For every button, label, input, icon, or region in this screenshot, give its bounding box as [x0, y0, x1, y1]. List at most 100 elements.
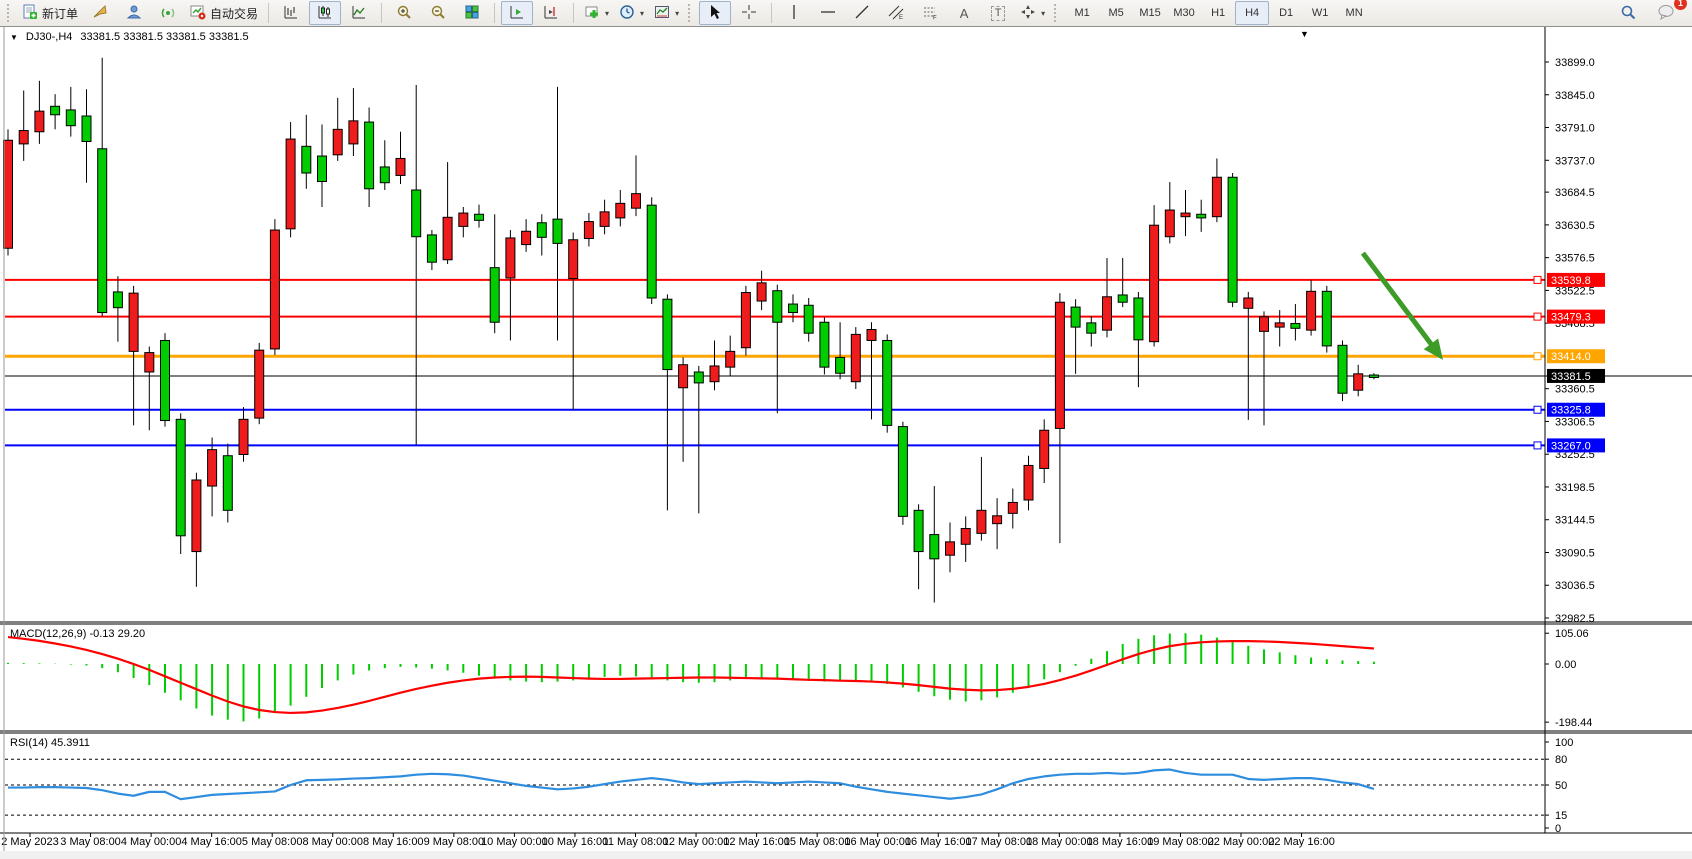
svg-text:33360.5: 33360.5: [1555, 384, 1595, 396]
svg-text:33090.5: 33090.5: [1555, 547, 1595, 559]
timeframe-button-m5[interactable]: M5: [1108, 7, 1124, 19]
auto-scroll-button[interactable]: [501, 1, 534, 25]
line-handle[interactable]: [1533, 352, 1542, 361]
time-label: 2 May 2023: [1, 836, 58, 848]
zoom-in-button[interactable]: [388, 1, 420, 25]
candle-bearish: [175, 418, 186, 537]
search-button[interactable]: [1612, 1, 1644, 25]
timeframe-button-h1[interactable]: H1: [1211, 7, 1226, 19]
chart-window[interactable]: ▼ DJ30-,H4 33381.5 33381.5 33381.5 33381…: [0, 27, 1692, 859]
current-price-tag: [1547, 368, 1605, 383]
tile-windows-button[interactable]: [456, 1, 488, 25]
svg-text:F: F: [933, 15, 937, 20]
timeframe-button-h4[interactable]: H4: [1235, 1, 1270, 25]
market-watch-button[interactable]: [118, 1, 150, 25]
vertical-line-tool-button[interactable]: [778, 1, 810, 25]
auto-trading-label: 自动交易: [210, 6, 259, 21]
annotation-arrow-head[interactable]: [1423, 338, 1443, 360]
svg-text:33306.5: 33306.5: [1555, 416, 1595, 428]
price-chart-canvas[interactable]: 33899.0 33845.0 33791.0 33737.0 33684.5 33630…: [0, 27, 1692, 859]
chart-shift-icon: [543, 4, 559, 23]
chart-shift-button[interactable]: [535, 1, 567, 25]
time-label: 17 May 08:00: [965, 836, 1032, 848]
candle-bullish: [191, 479, 202, 553]
time-label: 19 May 08:00: [1147, 836, 1214, 848]
candle-bullish: [458, 212, 469, 227]
line-handle[interactable]: [1533, 312, 1542, 321]
candle-bullish: [740, 292, 751, 349]
chat-bubble-icon: [1657, 4, 1675, 23]
charts-profile-button[interactable]: [84, 1, 116, 25]
candle-bullish: [521, 230, 532, 246]
fibonacci-tool-button[interactable]: F: [914, 1, 946, 25]
svg-text:33539.8: 33539.8: [1551, 275, 1591, 287]
templates-button[interactable]: ▾: [650, 1, 683, 25]
svg-text:33791.0: 33791.0: [1555, 123, 1595, 135]
timeframe-button-w1[interactable]: W1: [1311, 7, 1329, 19]
timeframe-button-d1[interactable]: D1: [1279, 7, 1294, 19]
crosshair-tool-button[interactable]: [733, 1, 765, 25]
candle-bullish: [1211, 176, 1222, 218]
channel-tool-button[interactable]: E: [880, 1, 912, 25]
candle-bullish: [442, 216, 453, 261]
svg-text:32982.5: 32982.5: [1555, 613, 1595, 625]
toolbar-grip: [688, 4, 694, 22]
svg-text:33737.0: 33737.0: [1555, 155, 1595, 167]
candle-bullish: [348, 120, 359, 145]
periods-button[interactable]: ▾: [615, 1, 648, 25]
svg-text:33267.0: 33267.0: [1551, 440, 1591, 452]
time-label: 8 May 00:00: [302, 836, 363, 848]
candle-bullish: [395, 157, 406, 176]
candle-bearish: [835, 356, 846, 374]
symbol-dropdown-icon[interactable]: ▼: [10, 32, 18, 42]
indicators-caret-icon[interactable]: ▾: [605, 8, 610, 18]
notifications-button[interactable]: 1: [1650, 0, 1687, 25]
chart-symbol-line[interactable]: ▼ DJ30-,H4 33381.5 33381.5 33381.5 33381…: [10, 31, 249, 43]
scroll-to-end-marker[interactable]: ▼: [1300, 29, 1309, 39]
time-label: 5 May 08:00: [242, 836, 303, 848]
line-handle[interactable]: [1533, 441, 1542, 450]
bar-chart-button[interactable]: [275, 1, 307, 25]
toolbar-right-group: 1: [1612, 0, 1688, 25]
candle-bullish: [725, 350, 736, 368]
candle-bullish: [238, 418, 249, 456]
cursor-tool-button[interactable]: [699, 1, 732, 25]
candle-bullish: [678, 364, 689, 389]
add-indicator-icon: [584, 4, 600, 23]
svg-text:-198.44: -198.44: [1555, 717, 1592, 729]
candle-bearish: [301, 145, 312, 174]
arrows-caret-icon[interactable]: ▾: [1041, 8, 1046, 18]
auto-trading-button[interactable]: 自动交易: [186, 1, 262, 25]
horizontal-line-tool-button[interactable]: [812, 1, 844, 25]
timeframe-button-m30[interactable]: M30: [1173, 7, 1195, 19]
periods-caret-icon[interactable]: ▾: [640, 8, 645, 18]
new-order-button[interactable]: 新订单: [18, 1, 82, 25]
candle-bearish: [1133, 297, 1144, 341]
arrows-tool-button[interactable]: ▾: [1016, 1, 1049, 25]
new-order-label: 新订单: [42, 6, 79, 21]
candle-bearish: [364, 121, 375, 190]
line-handle[interactable]: [1533, 405, 1542, 414]
time-label: 18 May 16:00: [1087, 836, 1154, 848]
time-label: 4 May 16:00: [181, 836, 242, 848]
zoom-out-button[interactable]: [422, 1, 454, 25]
timeframe-button-mn[interactable]: MN: [1345, 7, 1363, 19]
time-label: 8 May 16:00: [363, 836, 424, 848]
templates-caret-icon[interactable]: ▾: [675, 8, 680, 18]
trendline-tool-button[interactable]: [846, 1, 878, 25]
candle-bearish: [1337, 344, 1348, 394]
line-chart-button[interactable]: [343, 1, 375, 25]
timeframe-button-m1[interactable]: M1: [1074, 7, 1090, 19]
label-tool-button[interactable]: T: [982, 1, 1014, 25]
timeframe-button-m15[interactable]: M15: [1139, 7, 1161, 19]
separator: [771, 3, 773, 23]
indicators-button[interactable]: ▾: [580, 1, 613, 25]
signals-button[interactable]: [152, 1, 184, 25]
annotation-arrow[interactable]: [1360, 251, 1439, 354]
line-handle[interactable]: [1533, 275, 1542, 284]
candle-bullish: [1023, 464, 1034, 501]
candle-bearish: [65, 109, 76, 127]
candlestick-chart-button[interactable]: [309, 1, 342, 25]
candle-bearish: [788, 303, 798, 314]
text-tool-button[interactable]: A: [948, 1, 980, 25]
